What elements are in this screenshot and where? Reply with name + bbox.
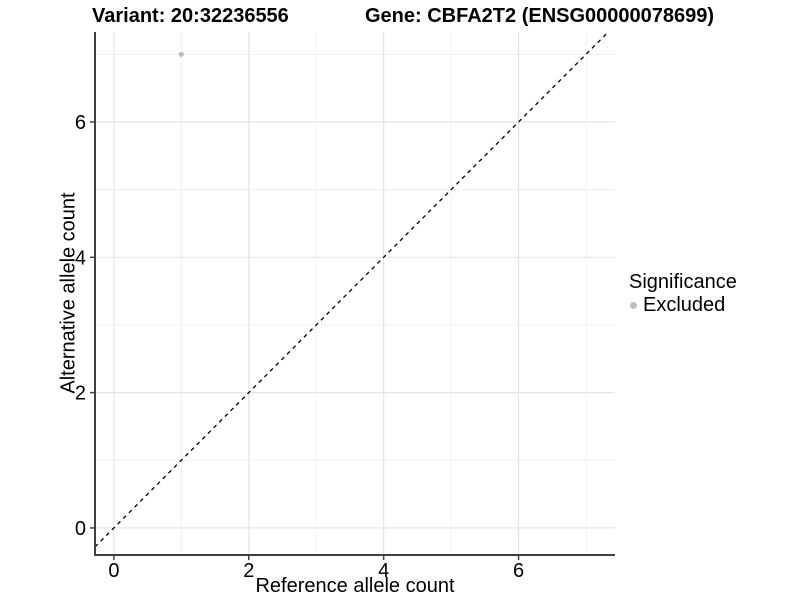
svg-text:2: 2 [75, 383, 86, 405]
svg-text:0: 0 [108, 560, 119, 582]
svg-text:0: 0 [75, 518, 86, 540]
svg-text:6: 6 [513, 560, 524, 582]
svg-text:4: 4 [378, 560, 389, 582]
legend-item-label: Excluded [643, 294, 726, 316]
svg-text:6: 6 [75, 112, 86, 134]
excluded-point-icon [630, 302, 637, 309]
legend-item-excluded: Excluded [629, 294, 737, 317]
svg-text:4: 4 [75, 247, 86, 269]
y-axis-title: Alternative allele count [57, 192, 80, 394]
variant-title: Variant: 20:32236556 [92, 5, 289, 27]
x-axis-title: Reference allele count [255, 575, 455, 597]
svg-text:2: 2 [243, 560, 254, 582]
legend-title: Significance [629, 271, 737, 293]
legend: Significance Excluded [629, 271, 737, 317]
gene-title: Gene: CBFA2T2 (ENSG00000078699) [365, 5, 715, 27]
